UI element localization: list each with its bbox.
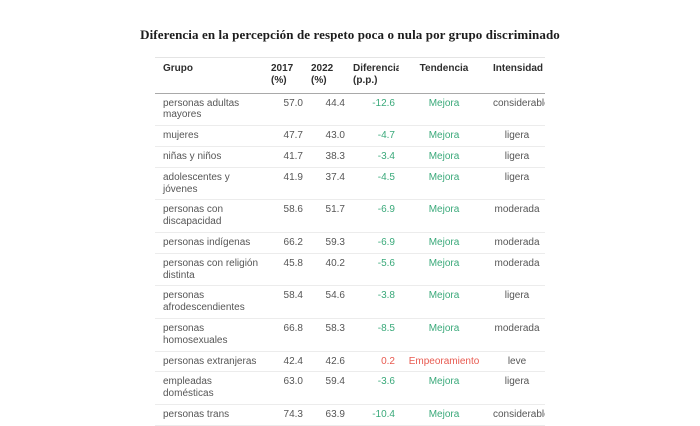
cell-intensidad: considerable [489,93,545,127]
cell-diferencia: -6.9 [349,199,399,233]
cell-intensidad: ligera [489,285,545,319]
cell-grupo: personas trans [155,404,267,426]
discrimination-perception-table: Grupo 2017 (%) 2022 (%) Diferencia (p.p.… [155,57,545,426]
cell-2017: 41.9 [267,167,307,201]
cell-tendencia: Mejora [399,232,489,254]
table-row: personas trans 74.3 63.9 -10.4 Mejora co… [155,404,545,426]
cell-2022: 40.2 [307,253,349,287]
table-row: niñas y niños 41.7 38.3 -3.4 Mejora lige… [155,146,545,168]
cell-grupo: niñas y niños [155,146,267,168]
cell-2017: 63.0 [267,371,307,405]
cell-2017: 66.8 [267,318,307,352]
cell-grupo: personas con discapacidad [155,199,267,233]
col-header-grupo: Grupo [155,57,267,94]
table-row: personas indígenas 66.2 59.3 -6.9 Mejora… [155,232,545,254]
table-row: adolescentes y jóvenes 41.9 37.4 -4.5 Me… [155,167,545,201]
cell-2022: 43.0 [307,125,349,147]
cell-tendencia: Mejora [399,125,489,147]
table-row: personas extranjeras 42.4 42.6 0.2 Empeo… [155,351,545,373]
table-body: personas adultas mayores 57.0 44.4 -12.6… [155,93,545,426]
col-header-diferencia: Diferencia (p.p.) [349,57,399,94]
cell-intensidad: ligera [489,125,545,147]
cell-intensidad: ligera [489,146,545,168]
cell-2017: 58.6 [267,199,307,233]
cell-intensidad: ligera [489,167,545,201]
cell-2022: 51.7 [307,199,349,233]
cell-tendencia: Mejora [399,93,489,127]
cell-tendencia: Mejora [399,146,489,168]
cell-intensidad: moderada [489,199,545,233]
cell-diferencia: -4.7 [349,125,399,147]
cell-diferencia: -5.6 [349,253,399,287]
cell-intensidad: leve [489,351,545,373]
cell-2017: 42.4 [267,351,307,373]
cell-diferencia: -8.5 [349,318,399,352]
cell-diferencia: -6.9 [349,232,399,254]
page-title: Diferencia en la percepción de respeto p… [140,27,560,42]
cell-2022: 58.3 [307,318,349,352]
cell-2022: 44.4 [307,93,349,127]
cell-grupo: personas con religión distinta [155,253,267,287]
cell-grupo: personas adultas mayores [155,93,267,127]
table-row: personas con religión distinta 45.8 40.2… [155,253,545,287]
cell-2017: 47.7 [267,125,307,147]
cell-2022: 37.4 [307,167,349,201]
table-row: personas homosexuales 66.8 58.3 -8.5 Mej… [155,318,545,352]
cell-tendencia: Mejora [399,404,489,426]
cell-grupo: personas homosexuales [155,318,267,352]
cell-intensidad: considerable [489,404,545,426]
cell-diferencia: -10.4 [349,404,399,426]
cell-2017: 45.8 [267,253,307,287]
cell-diferencia: -3.4 [349,146,399,168]
cell-2017: 41.7 [267,146,307,168]
cell-2022: 42.6 [307,351,349,373]
table-row: personas con discapacidad 58.6 51.7 -6.9… [155,199,545,233]
cell-2022: 59.4 [307,371,349,405]
cell-tendencia: Mejora [399,253,489,287]
cell-grupo: personas extranjeras [155,351,267,373]
cell-intensidad: ligera [489,371,545,405]
col-header-tendencia: Tendencia [399,57,489,94]
cell-tendencia: Mejora [399,167,489,201]
col-header-intensidad: Intensidad [489,57,545,94]
cell-tendencia: Empeoramiento [399,351,489,373]
cell-diferencia: -4.5 [349,167,399,201]
cell-2017: 74.3 [267,404,307,426]
table-header-row: Grupo 2017 (%) 2022 (%) Diferencia (p.p.… [155,57,545,94]
cell-intensidad: moderada [489,253,545,287]
cell-tendencia: Mejora [399,285,489,319]
cell-2022: 54.6 [307,285,349,319]
cell-grupo: adolescentes y jóvenes [155,167,267,201]
cell-2017: 57.0 [267,93,307,127]
cell-intensidad: moderada [489,232,545,254]
cell-grupo: personas afrodescendientes [155,285,267,319]
table-row: personas adultas mayores 57.0 44.4 -12.6… [155,93,545,127]
cell-2022: 38.3 [307,146,349,168]
col-header-2022: 2022 (%) [307,57,349,94]
cell-diferencia: -3.8 [349,285,399,319]
cell-2022: 59.3 [307,232,349,254]
cell-tendencia: Mejora [399,318,489,352]
cell-intensidad: moderada [489,318,545,352]
cell-diferencia: -3.6 [349,371,399,405]
cell-2022: 63.9 [307,404,349,426]
col-header-2017: 2017 (%) [267,57,307,94]
cell-grupo: empleadas domésticas [155,371,267,405]
cell-grupo: personas indígenas [155,232,267,254]
table-row: personas afrodescendientes 58.4 54.6 -3.… [155,285,545,319]
cell-2017: 58.4 [267,285,307,319]
table-row: mujeres 47.7 43.0 -4.7 Mejora ligera [155,125,545,147]
cell-tendencia: Mejora [399,371,489,405]
cell-diferencia: 0.2 [349,351,399,373]
cell-2017: 66.2 [267,232,307,254]
table-row: empleadas domésticas 63.0 59.4 -3.6 Mejo… [155,371,545,405]
cell-grupo: mujeres [155,125,267,147]
cell-diferencia: -12.6 [349,93,399,127]
cell-tendencia: Mejora [399,199,489,233]
